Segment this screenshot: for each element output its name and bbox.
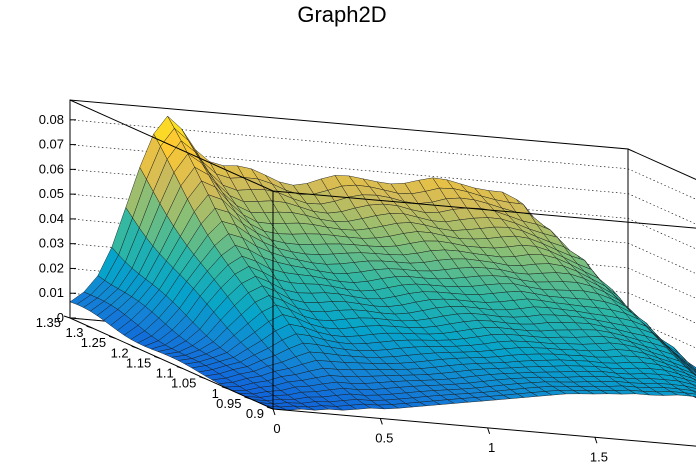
y-tick-label: 0.9 [246,406,264,421]
y-tick [176,366,183,370]
y-tick-label: 1.15 [126,355,151,370]
z-tick-label: 0 [57,310,64,325]
x-tick-label: 1.5 [590,449,608,464]
surface-cell [691,390,696,394]
x-tick-label: 0 [273,421,280,436]
z-grid-line [69,243,696,324]
surface-cell [686,365,696,375]
chart-title: Graph2D [297,2,386,27]
z-grid-line [69,218,696,299]
x-tick-label: 0.5 [375,430,393,445]
top-front-edges [69,99,696,229]
y-tick [131,345,138,349]
y-tick [108,335,116,339]
z-tick-label: 0.02 [39,260,64,275]
y-tick-label: 0.95 [216,396,241,411]
y-tick [86,325,93,329]
y-tick-label: 1 [212,386,219,401]
z-tick-label: 0.01 [39,285,64,300]
z-grid-line [69,193,696,274]
y-tick [154,355,161,359]
surface-cell [685,379,696,386]
y-tick-label: 1.35 [36,315,61,330]
z-grid-line [69,169,696,250]
surface-cell [693,373,696,377]
surface-cell [692,384,696,388]
y-tick-label: 1.3 [65,325,83,340]
x-tick [594,437,598,444]
z-axis: 0 0.01 0.02 0.03 0.04 0.05 0.06 0.07 0.08 [39,112,76,325]
y-tick-label: 1.25 [81,335,106,350]
x-tick [379,418,383,425]
surface-mesh [69,115,696,411]
x-axis: 00.511.522.5 [272,408,608,464]
y-tick [266,406,274,410]
surface-cell [687,361,696,370]
surface-cell [684,385,696,392]
surface-cell [685,373,696,381]
x-tick [487,427,491,435]
y-tick-label: 1.2 [111,345,129,360]
surface-cell [692,378,696,382]
z-tick-label: 0.07 [39,137,64,152]
y-tick [63,315,71,319]
z-tick-label: 0.03 [39,236,64,251]
x-tick-label: 1 [488,440,495,455]
z-tick-label: 0.08 [39,112,64,127]
z-tick-label: 0.04 [39,211,64,226]
y-tick [199,376,206,380]
x-tick [272,408,276,416]
y-tick [221,386,229,390]
y-tick [244,396,251,400]
y-tick-label: 1.1 [156,366,174,381]
z-tick-label: 0.05 [39,186,64,201]
y-axis: 0.9 0.951 1.051.1 1.151.2 1.251.3 1.35 [36,315,274,421]
back-wall-right [627,148,696,181]
z-grid-line [69,119,696,200]
surface-cell [684,392,696,398]
z-tick-label: 0.06 [39,161,64,176]
y-tick-label: 1.05 [171,376,196,391]
surface-cell [694,368,696,371]
z-grid-line [69,144,696,225]
